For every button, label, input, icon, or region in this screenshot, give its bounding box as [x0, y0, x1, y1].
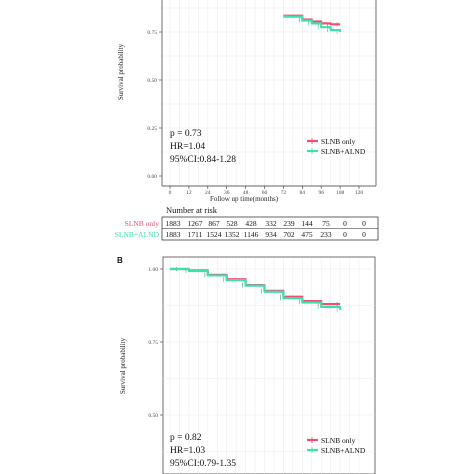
- legend-a-slnb-only-label: SLNB only: [321, 137, 356, 146]
- risk-cell: 332: [265, 219, 277, 228]
- panel-a-legend: SLNB only SLNB+ALND: [307, 137, 366, 156]
- y-tick-label: 1.00: [148, 267, 158, 273]
- risk-cell: 233: [320, 230, 332, 239]
- panel-b-hr: HR=1.03: [170, 446, 205, 456]
- risk-cell: 934: [265, 230, 277, 239]
- panel-b-y-ticks: 0.50 0.75 1.00: [148, 267, 163, 419]
- x-tick-label: 96: [318, 190, 324, 196]
- y-tick-label: 0.75: [148, 340, 158, 346]
- x-tick-label: 72: [281, 190, 287, 196]
- x-tick-label: 12: [186, 190, 192, 196]
- risk-cell: 75: [322, 219, 330, 228]
- y-tick-label: 0.00: [147, 174, 157, 180]
- risk-cell: 1711: [188, 230, 203, 239]
- risk-cell: 867: [208, 219, 220, 228]
- risk-cell: 1524: [207, 230, 222, 239]
- risk-cell: 1352: [225, 230, 240, 239]
- x-tick-label: 108: [336, 190, 345, 196]
- panel-b-ci: 95%CI:0.79-1.35: [170, 459, 236, 469]
- panel-b-series: [170, 267, 342, 312]
- risk-row-label-slnb-alnd: SLNB+ALND: [115, 230, 160, 239]
- risk-table: SLNB only SLNB+ALND 1883 1267 867 528 428 332…: [115, 216, 379, 241]
- risk-cell: 1267: [188, 219, 203, 228]
- panel-a-grid: [161, 0, 377, 187]
- legend-b-slnb-only-label: SLNB only: [321, 436, 356, 445]
- y-tick-label: 0.50: [147, 78, 157, 84]
- legend-a-slnb-alnd-label: SLNB+ALND: [321, 147, 366, 156]
- risk-cell: 1883: [166, 219, 181, 228]
- risk-cell: 0: [362, 230, 366, 239]
- panel-a-ylabel: Survival probability: [117, 43, 125, 100]
- x-tick-label: 84: [300, 190, 306, 196]
- panel-b-letter: B: [117, 256, 123, 265]
- risk-cell: 428: [245, 219, 257, 228]
- panel-a-xlabel: Follow up time(months): [210, 195, 279, 203]
- panel-b-p-value: p = 0.82: [170, 433, 202, 443]
- panel-b-grid: [163, 258, 375, 474]
- risk-cell: 1146: [244, 230, 259, 239]
- risk-row-label-slnb-only: SLNB only: [125, 219, 160, 228]
- risk-table-title: Number at risk: [166, 205, 218, 215]
- x-tick-label: 48: [243, 190, 249, 196]
- x-tick-label: 36: [224, 190, 230, 196]
- panel-b-series-slnb-alnd: [170, 267, 342, 310]
- x-tick-label: 60: [262, 190, 268, 196]
- risk-cell: 0: [343, 219, 347, 228]
- panel-b-legend: SLNB only SLNB+ALND: [307, 436, 366, 455]
- x-tick-label: 0: [169, 190, 172, 196]
- panel-a-hr: HR=1.04: [170, 142, 205, 152]
- panel-a-y-ticks: 0.00 0.25 0.50 0.75: [147, 30, 162, 180]
- risk-cell: 0: [362, 219, 366, 228]
- panel-b: B 0.50 0.75 1.00 Survival probability p = …: [117, 256, 376, 474]
- panel-b-frame: [162, 256, 376, 474]
- x-tick-label: 24: [205, 190, 211, 196]
- risk-table-cells: 1883 1267 867 528 428 332 239 144 75 0 0 1883 1711 15…: [166, 219, 367, 239]
- panel-a-ci: 95%CI:0.84-1.28: [170, 155, 236, 165]
- panel-b-ylabel: Survival probability: [119, 337, 127, 394]
- y-tick-label: 0.50: [148, 413, 158, 419]
- risk-cell: 475: [301, 230, 313, 239]
- panel-a-series-slnb-alnd: [283, 15, 342, 32]
- y-tick-label: 0.25: [147, 126, 157, 132]
- panel-a-x-ticks: 0 12 24 36 48 60 72 84 96 108 120: [169, 186, 364, 196]
- legend-b-slnb-alnd-label: SLNB+ALND: [321, 446, 366, 455]
- risk-cell: 239: [283, 219, 295, 228]
- y-tick-label: 0.75: [147, 30, 157, 36]
- risk-cell: 0: [343, 230, 347, 239]
- x-tick-label: 120: [355, 190, 364, 196]
- risk-cell: 1883: [166, 230, 181, 239]
- risk-cell: 702: [283, 230, 295, 239]
- risk-cell: 528: [226, 219, 238, 228]
- panel-a-p-value: p = 0.73: [170, 129, 202, 139]
- panel-a-series: [283, 14, 342, 34]
- risk-cell: 144: [301, 219, 313, 228]
